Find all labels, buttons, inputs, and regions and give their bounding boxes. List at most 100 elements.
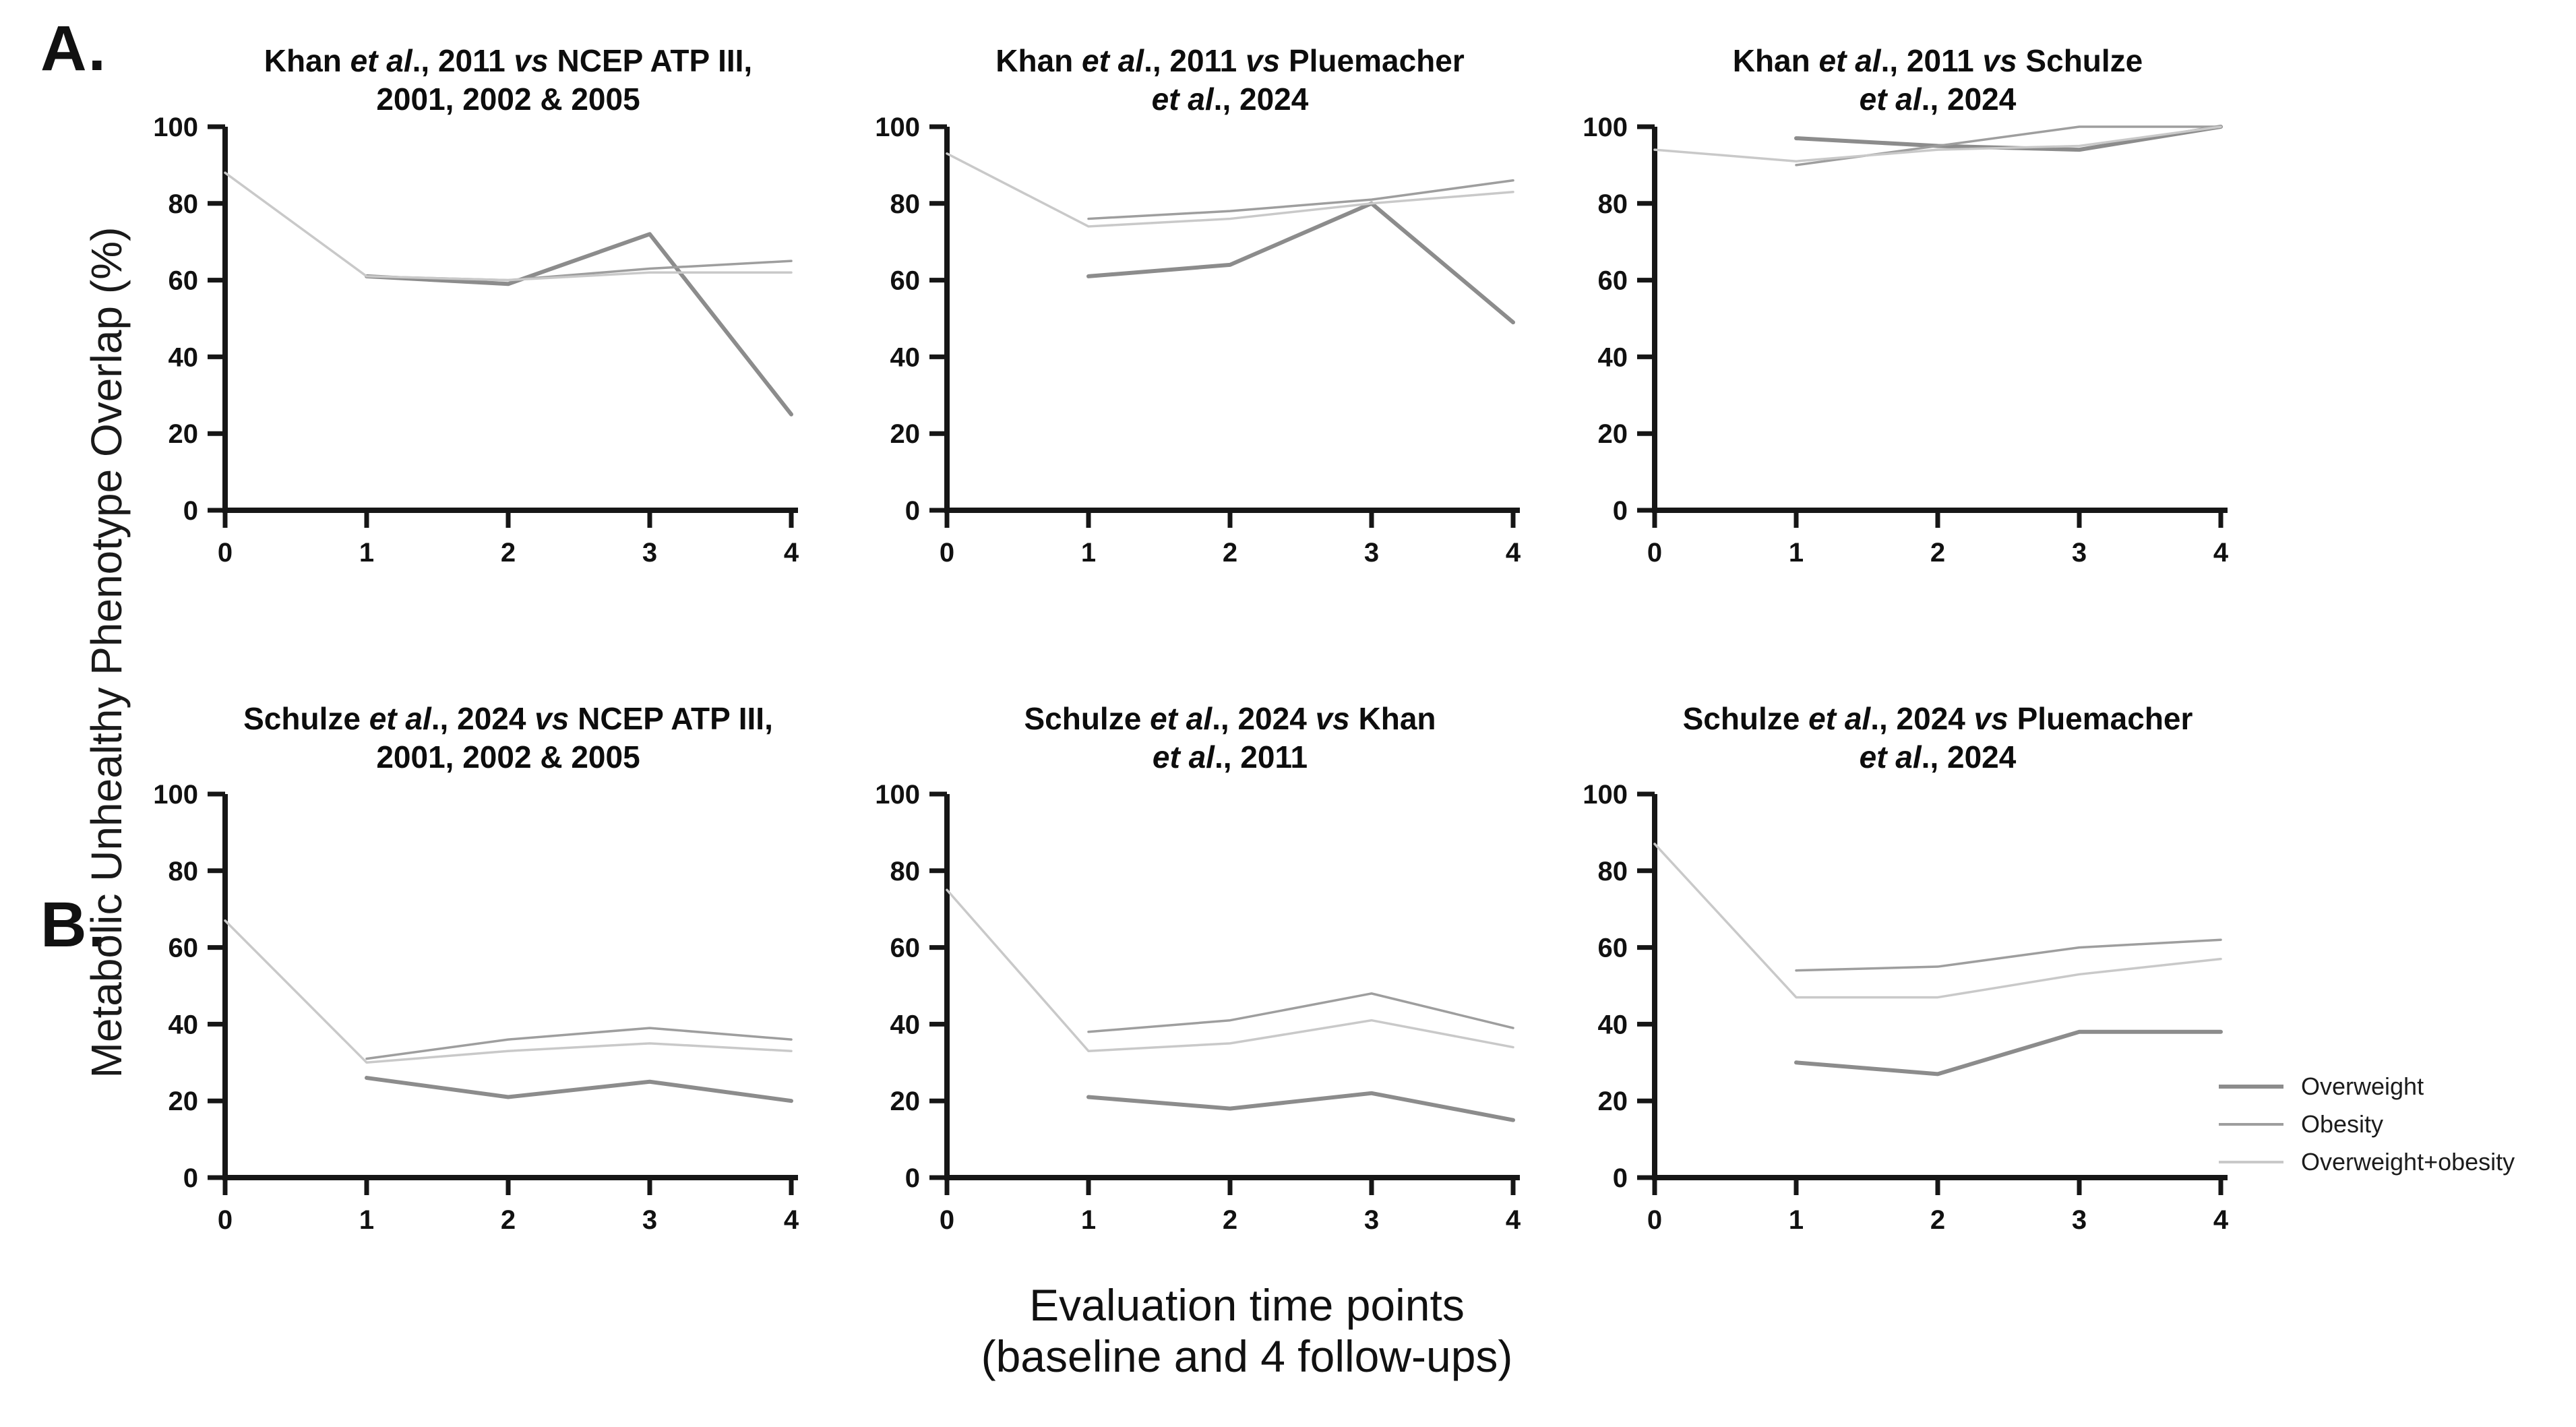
y-tick-label: 20 bbox=[1598, 1087, 1628, 1116]
x-tick-label: 2 bbox=[1223, 538, 1237, 568]
y-tick-label: 60 bbox=[1598, 266, 1628, 296]
y-tick-label: 20 bbox=[890, 1087, 921, 1116]
y-tick-label: 80 bbox=[890, 189, 921, 219]
y-tick-label: 0 bbox=[1613, 1163, 1628, 1193]
series-line-overweight bbox=[1794, 125, 2223, 152]
y-tick-label: 60 bbox=[890, 934, 921, 963]
y-tick-label: 60 bbox=[168, 934, 199, 963]
chart-a3: 0 20 40 60 80 100 0 1 2 3 4 bbox=[1583, 113, 2229, 568]
x-tick-label: 4 bbox=[1506, 1205, 1521, 1235]
series-line-overweight bbox=[1086, 1091, 1515, 1122]
legend: Overweight Obesity Overweight+obesity bbox=[2219, 1068, 2515, 1181]
chart-a1: 0 20 40 60 80 100 0 1 2 3 4 bbox=[153, 113, 799, 568]
x-tick-label: 3 bbox=[1364, 538, 1379, 568]
y-tick-label: 20 bbox=[168, 419, 199, 449]
chart-b3: 0 20 40 60 80 100 0 1 2 3 4 bbox=[1583, 780, 2229, 1235]
series-line-obesity bbox=[365, 1027, 793, 1060]
x-tick-label: 3 bbox=[2072, 538, 2087, 568]
x-tick-label: 0 bbox=[1647, 1205, 1662, 1235]
x-tick-label: 2 bbox=[501, 1205, 516, 1235]
y-tick-label: 80 bbox=[168, 189, 199, 219]
y-tick-label: 80 bbox=[1598, 189, 1628, 219]
y-tick-label: 40 bbox=[1598, 342, 1628, 372]
x-tick-label: 3 bbox=[1364, 1205, 1379, 1235]
y-tick-label: 80 bbox=[890, 857, 921, 886]
series-line-obesity bbox=[1795, 938, 2222, 972]
chart-title-khan-vs-pluemacher: Khan et al., 2011 vs Pluemacher et al., 2… bbox=[995, 43, 1465, 117]
x-tick-label: 0 bbox=[218, 1205, 233, 1235]
series-line-overweight-obesity bbox=[224, 919, 793, 1064]
x-tick-label: 2 bbox=[501, 538, 516, 568]
x-tick-label: 0 bbox=[1647, 538, 1662, 568]
obesity-line-sample-icon bbox=[2219, 1123, 2283, 1126]
x-tick-label: 1 bbox=[359, 1205, 374, 1235]
x-tick-label: 1 bbox=[1081, 1205, 1096, 1235]
x-tick-label: 2 bbox=[1930, 1205, 1945, 1235]
chart-title-schulze-vs-ncep: Schulze et al., 2024 vs NCEP ATP III, 200… bbox=[243, 701, 773, 775]
y-tick-label: 0 bbox=[1613, 496, 1628, 526]
y-tick-label: 100 bbox=[1583, 113, 1628, 142]
series-line-overweight bbox=[1794, 1029, 2223, 1076]
y-tick-label: 0 bbox=[183, 1163, 198, 1193]
series-line-overweight-obesity bbox=[224, 171, 793, 282]
y-tick-label: 100 bbox=[153, 113, 198, 142]
series-line-obesity bbox=[1087, 992, 1514, 1033]
y-tick-label: 100 bbox=[875, 780, 920, 810]
y-tick-label: 60 bbox=[1598, 934, 1628, 963]
y-tick-label: 40 bbox=[890, 1010, 921, 1039]
overweight-line-sample-icon bbox=[2219, 1085, 2283, 1089]
series-line-overweight bbox=[365, 232, 793, 417]
x-tick-label: 4 bbox=[784, 538, 799, 568]
y-tick-label: 20 bbox=[1598, 419, 1628, 449]
x-axis-label-line2: (baseline and 4 follow-ups) bbox=[981, 1331, 1513, 1381]
x-tick-label: 4 bbox=[2213, 1205, 2229, 1235]
x-tick-label: 1 bbox=[1081, 538, 1096, 568]
chart-title-schulze-vs-pluemacher: Schulze et al., 2024 vs Pluemacher et al.… bbox=[1682, 701, 2193, 775]
x-tick-label: 4 bbox=[2213, 538, 2229, 568]
series-line-overweight bbox=[365, 1076, 793, 1103]
chart-b2: 0 20 40 60 80 100 0 1 2 3 4 bbox=[875, 780, 1521, 1235]
x-tick-label: 4 bbox=[784, 1205, 799, 1235]
legend-item-obesity: Obesity bbox=[2219, 1105, 2515, 1143]
x-tick-label: 3 bbox=[642, 538, 657, 568]
y-tick-label: 80 bbox=[1598, 857, 1628, 886]
x-tick-label: 1 bbox=[1789, 538, 1804, 568]
legend-item-overweight-obesity: Overweight+obesity bbox=[2219, 1143, 2515, 1181]
series-line-obesity bbox=[1087, 179, 1514, 220]
x-tick-label: 3 bbox=[642, 1205, 657, 1235]
overweight-obesity-line-sample-icon bbox=[2219, 1161, 2283, 1163]
x-tick-label: 0 bbox=[940, 1205, 954, 1235]
x-axis-label: Evaluation time points (baseline and 4 f… bbox=[981, 1279, 1513, 1382]
x-tick-label: 0 bbox=[940, 538, 954, 568]
legend-label: Obesity bbox=[2301, 1110, 2384, 1138]
y-tick-label: 100 bbox=[875, 113, 920, 142]
x-tick-label: 2 bbox=[1223, 1205, 1237, 1235]
series-line-overweight-obesity bbox=[946, 888, 1514, 1052]
series-line-overweight-obesity bbox=[1653, 125, 2222, 162]
panel-label-b: B. bbox=[40, 889, 107, 961]
chart-title-khan-vs-ncep: Khan et al., 2011 vs NCEP ATP III, 2001, … bbox=[264, 43, 753, 117]
y-tick-label: 40 bbox=[168, 342, 199, 372]
chart-b1: 0 20 40 60 80 100 0 1 2 3 4 bbox=[153, 780, 799, 1235]
chart-a2: 0 20 40 60 80 100 0 1 2 3 4 bbox=[875, 113, 1521, 568]
y-tick-label: 20 bbox=[890, 419, 921, 449]
chart-title-khan-vs-schulze: Khan et al., 2011 vs Schulze et al., 2024 bbox=[1732, 43, 2143, 117]
y-tick-label: 20 bbox=[168, 1087, 199, 1116]
x-tick-label: 2 bbox=[1930, 538, 1945, 568]
y-tick-label: 0 bbox=[183, 496, 198, 526]
y-tick-label: 0 bbox=[905, 496, 920, 526]
y-tick-label: 40 bbox=[890, 342, 921, 372]
x-tick-label: 3 bbox=[2072, 1205, 2087, 1235]
y-tick-label: 60 bbox=[168, 266, 199, 296]
y-tick-label: 100 bbox=[1583, 780, 1628, 810]
y-tick-label: 100 bbox=[153, 780, 198, 810]
x-tick-label: 1 bbox=[359, 538, 374, 568]
legend-label: Overweight bbox=[2301, 1072, 2424, 1100]
legend-label: Overweight+obesity bbox=[2301, 1148, 2515, 1176]
panel-label-a: A. bbox=[40, 13, 107, 84]
chart-title-schulze-vs-khan: Schulze et al., 2024 vs Khan et al., 2011 bbox=[1024, 701, 1436, 775]
legend-item-overweight: Overweight bbox=[2219, 1068, 2515, 1105]
y-tick-label: 80 bbox=[168, 857, 199, 886]
